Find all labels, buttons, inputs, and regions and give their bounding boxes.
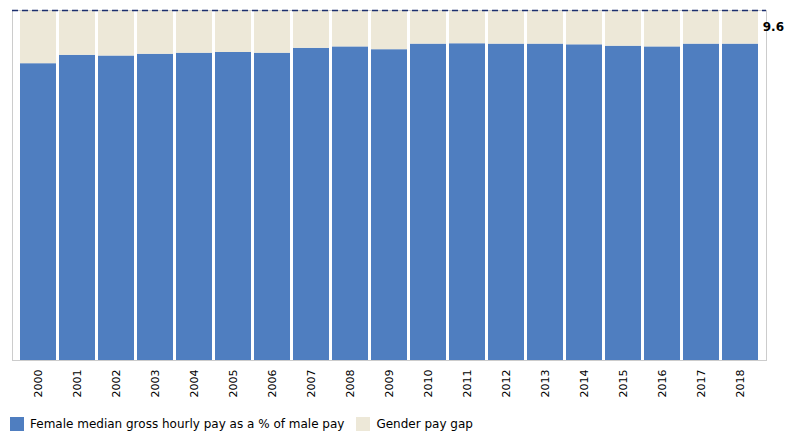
svg-text:2010: 2010 bbox=[422, 370, 435, 398]
svg-text:2013: 2013 bbox=[539, 370, 552, 398]
svg-text:2007: 2007 bbox=[305, 370, 318, 398]
svg-text:2017: 2017 bbox=[695, 370, 708, 398]
svg-text:2002: 2002 bbox=[110, 370, 123, 398]
svg-text:2005: 2005 bbox=[227, 370, 240, 398]
svg-text:2011: 2011 bbox=[461, 370, 474, 398]
svg-text:2018: 2018 bbox=[734, 370, 747, 398]
svg-text:2004: 2004 bbox=[188, 370, 201, 398]
svg-text:2000: 2000 bbox=[32, 370, 45, 398]
svg-text:2008: 2008 bbox=[344, 370, 357, 398]
svg-text:9.6: 9.6 bbox=[763, 20, 784, 34]
svg-text:2015: 2015 bbox=[617, 370, 630, 398]
svg-text:2009: 2009 bbox=[383, 370, 396, 398]
html-text:Gender pay gap: Gender pay gap bbox=[376, 416, 473, 431]
svg-text:2016: 2016 bbox=[656, 370, 669, 398]
svg-text:2001: 2001 bbox=[71, 370, 84, 398]
svg-text:2006: 2006 bbox=[266, 370, 279, 398]
svg-text:2014: 2014 bbox=[578, 370, 591, 398]
svg-text:2003: 2003 bbox=[149, 370, 162, 398]
svg-text:2012: 2012 bbox=[500, 370, 513, 398]
html-text:Female median gross hourly pay: Female median gross hourly pay as a % of… bbox=[30, 416, 345, 431]
